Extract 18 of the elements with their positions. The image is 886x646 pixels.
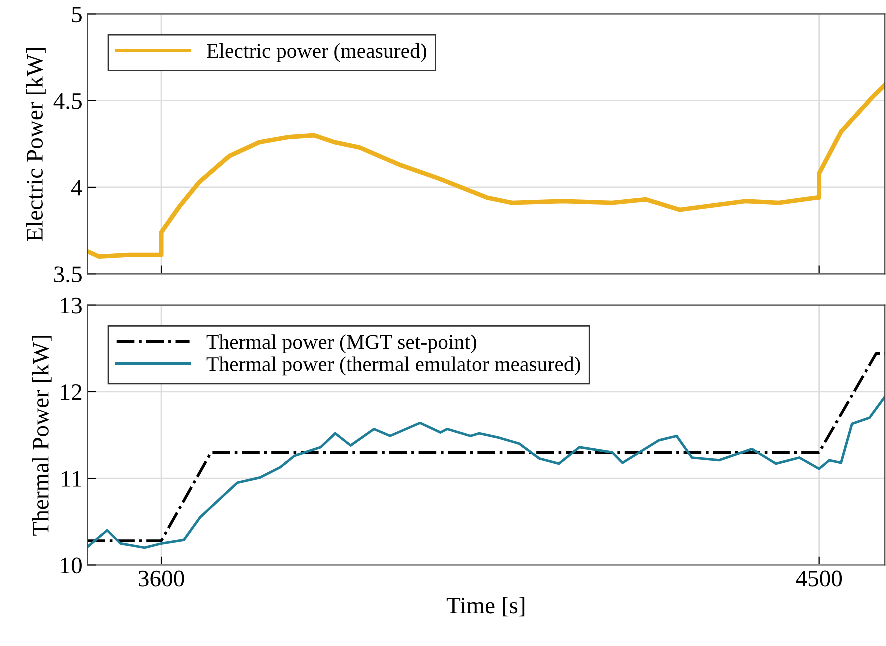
legend-label: Electric power (measured)	[207, 44, 426, 62]
y-tick-label: 10	[61, 558, 82, 574]
line-series	[88, 83, 886, 260]
line-series	[88, 396, 886, 550]
y-axis-title: Thermal Power [kW]	[32, 336, 52, 536]
y-tick-label: 4	[72, 180, 82, 196]
y-tick-label: 12	[61, 384, 82, 400]
y-tick-label: 11	[62, 471, 82, 487]
y-tick-label: 5	[72, 6, 82, 23]
legend-label: Thermal power (MGT set-point)	[206, 334, 477, 354]
x-tick-label: 3600	[139, 570, 184, 587]
y-tick-label: 4.5	[54, 94, 82, 110]
y-axis-title: Electric Power [kW]	[26, 48, 46, 242]
y-tick-label: 3.5	[54, 266, 82, 283]
x-axis-title: Time [s]	[446, 597, 525, 617]
y-tick-label: 13	[61, 298, 82, 314]
legend-label: Thermal power (thermal emulator measured)	[206, 356, 580, 376]
x-tick-label: 4500	[796, 570, 842, 587]
